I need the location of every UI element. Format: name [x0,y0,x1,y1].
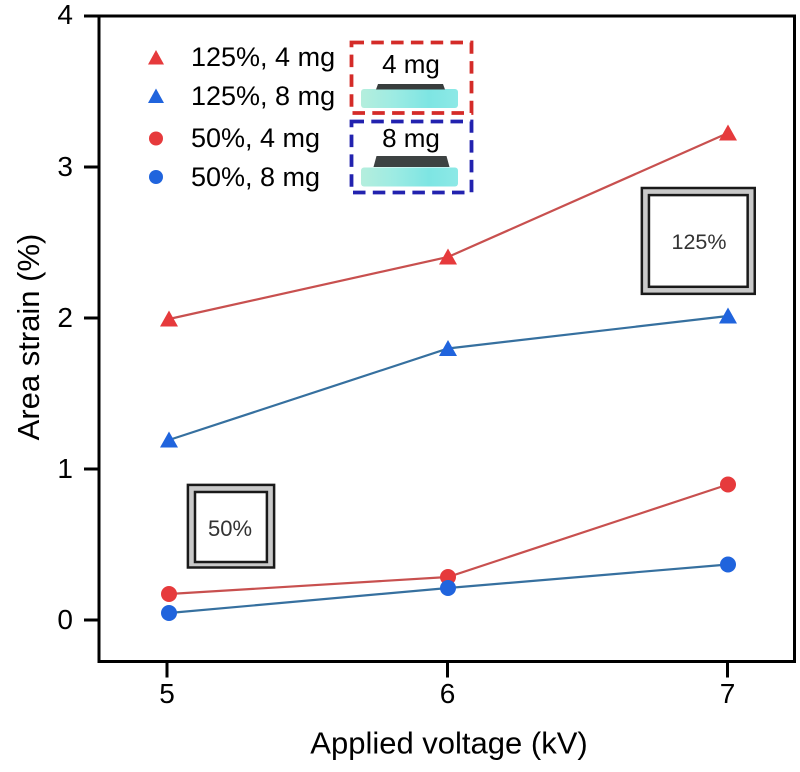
svg-text:1: 1 [57,453,73,484]
svg-text:4 mg: 4 mg [382,49,440,79]
svg-text:0: 0 [57,604,73,635]
svg-text:4: 4 [57,0,73,30]
svg-text:3: 3 [57,151,73,182]
svg-text:5: 5 [159,678,175,709]
svg-text:8 mg: 8 mg [382,123,440,153]
svg-text:Area strain (%): Area strain (%) [11,234,46,441]
svg-text:50%: 50% [208,516,252,541]
svg-text:2: 2 [57,302,73,333]
svg-text:Applied voltage (kV): Applied voltage (kV) [310,726,587,761]
svg-text:7: 7 [720,678,736,709]
svg-text:125%, 8 mg: 125%, 8 mg [191,81,335,111]
svg-text:125%: 125% [672,230,727,254]
svg-text:50%, 8 mg: 50%, 8 mg [191,162,320,192]
svg-text:6: 6 [440,678,456,709]
svg-text:50%, 4 mg: 50%, 4 mg [191,123,320,153]
svg-text:125%, 4 mg: 125%, 4 mg [191,42,335,72]
